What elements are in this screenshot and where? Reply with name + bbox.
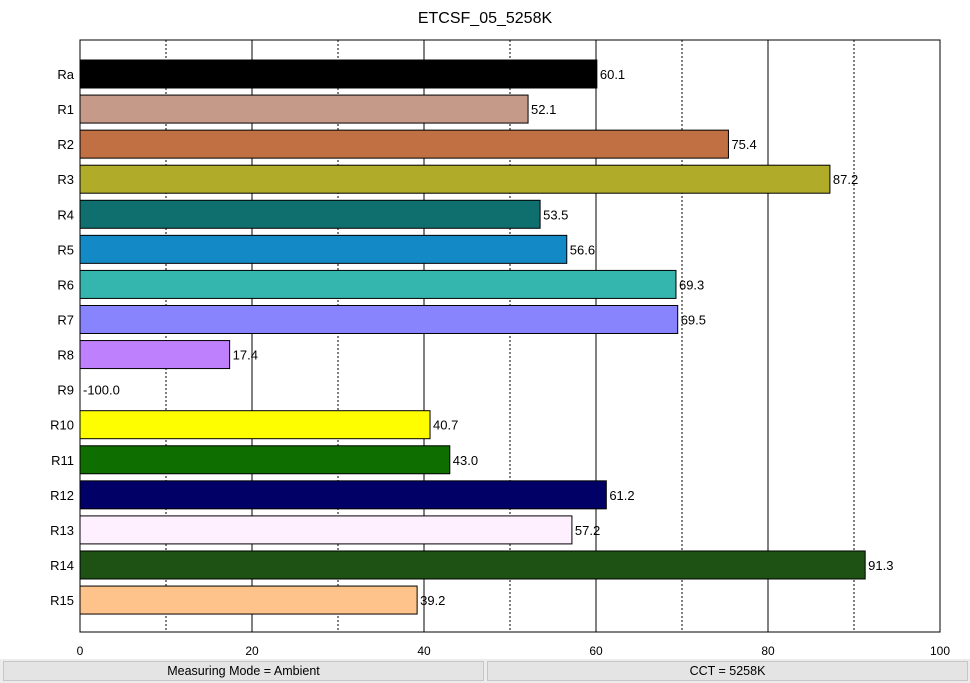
value-label-r8: 17.4 xyxy=(233,348,258,363)
category-label-r13: R13 xyxy=(50,523,74,538)
value-label-r4: 53.5 xyxy=(543,207,568,222)
value-label-r13: 57.2 xyxy=(575,523,600,538)
bar-r12 xyxy=(79,480,607,510)
category-label-r7: R7 xyxy=(57,312,74,327)
cct-status: CCT = 5258K xyxy=(487,661,968,681)
x-tick-label: 80 xyxy=(761,644,775,658)
x-tick-label: 0 xyxy=(77,644,84,658)
category-label-r1: R1 xyxy=(57,102,74,117)
value-label-r11: 43.0 xyxy=(453,453,478,468)
category-label-r15: R15 xyxy=(50,593,74,608)
category-label-r4: R4 xyxy=(57,207,74,222)
value-label-r1: 52.1 xyxy=(531,102,556,117)
cri-bar-chart: ETCSF_05_5258K Ra 60.1R1 52.1R2 75.4R3 87.2R… xyxy=(50,10,951,658)
bar-r11 xyxy=(79,445,451,475)
bar-r14 xyxy=(79,550,866,580)
category-label-r2: R2 xyxy=(57,137,74,152)
category-label-r3: R3 xyxy=(57,172,74,187)
bar-r10 xyxy=(79,410,431,440)
bar-ra xyxy=(79,59,598,89)
bar-r15 xyxy=(79,585,418,615)
labels: Ra 60.1 R1 52.1 R2 75.4 R3 87.2 R4 53.5 R5 56.6 R6 69… xyxy=(50,67,893,608)
category-label-r5: R5 xyxy=(57,242,74,257)
value-label-ra: 60.1 xyxy=(600,67,625,82)
bar-r6 xyxy=(79,269,677,299)
measuring-mode-status: Measuring Mode = Ambient xyxy=(3,661,484,681)
value-label-r5: 56.6 xyxy=(570,242,595,257)
category-label-r11: R11 xyxy=(51,453,74,468)
bar-r2 xyxy=(79,129,729,159)
bar-r1 xyxy=(79,94,529,124)
category-label-r14: R14 xyxy=(50,558,74,573)
bars xyxy=(79,59,866,615)
category-label-r10: R10 xyxy=(50,418,74,433)
value-label-r15: 39.2 xyxy=(420,593,445,608)
bar-r7 xyxy=(79,304,679,334)
value-label-r14: 91.3 xyxy=(868,558,893,573)
value-label-r7: 69.5 xyxy=(681,312,706,327)
status-bar: Measuring Mode = Ambient CCT = 5258K xyxy=(0,659,970,683)
bar-r5 xyxy=(79,234,568,264)
category-label-r8: R8 xyxy=(57,348,74,363)
category-label-ra: Ra xyxy=(57,67,74,82)
category-label-r6: R6 xyxy=(57,277,74,292)
x-tick-label: 60 xyxy=(589,644,603,658)
bar-r8 xyxy=(79,340,231,370)
value-label-r2: 75.4 xyxy=(731,137,756,152)
x-axis-ticks: 0 20 40 60 80 100 xyxy=(77,644,951,658)
value-label-r10: 40.7 xyxy=(433,418,458,433)
bar-r3 xyxy=(79,164,831,194)
x-tick-label: 40 xyxy=(417,644,431,658)
x-tick-label: 100 xyxy=(930,644,950,658)
bar-r4 xyxy=(79,199,541,229)
category-label-r9: R9 xyxy=(57,383,74,398)
value-label-r12: 61.2 xyxy=(609,488,634,503)
value-label-r3: 87.2 xyxy=(833,172,858,187)
category-label-r12: R12 xyxy=(50,488,74,503)
bar-r13 xyxy=(79,515,573,545)
x-tick-label: 20 xyxy=(245,644,259,658)
plot-frame xyxy=(79,39,941,633)
chart-title: ETCSF_05_5258K xyxy=(418,10,553,27)
value-label-r6: 69.3 xyxy=(679,277,704,292)
value-label-r9: -100.0 xyxy=(83,383,120,398)
